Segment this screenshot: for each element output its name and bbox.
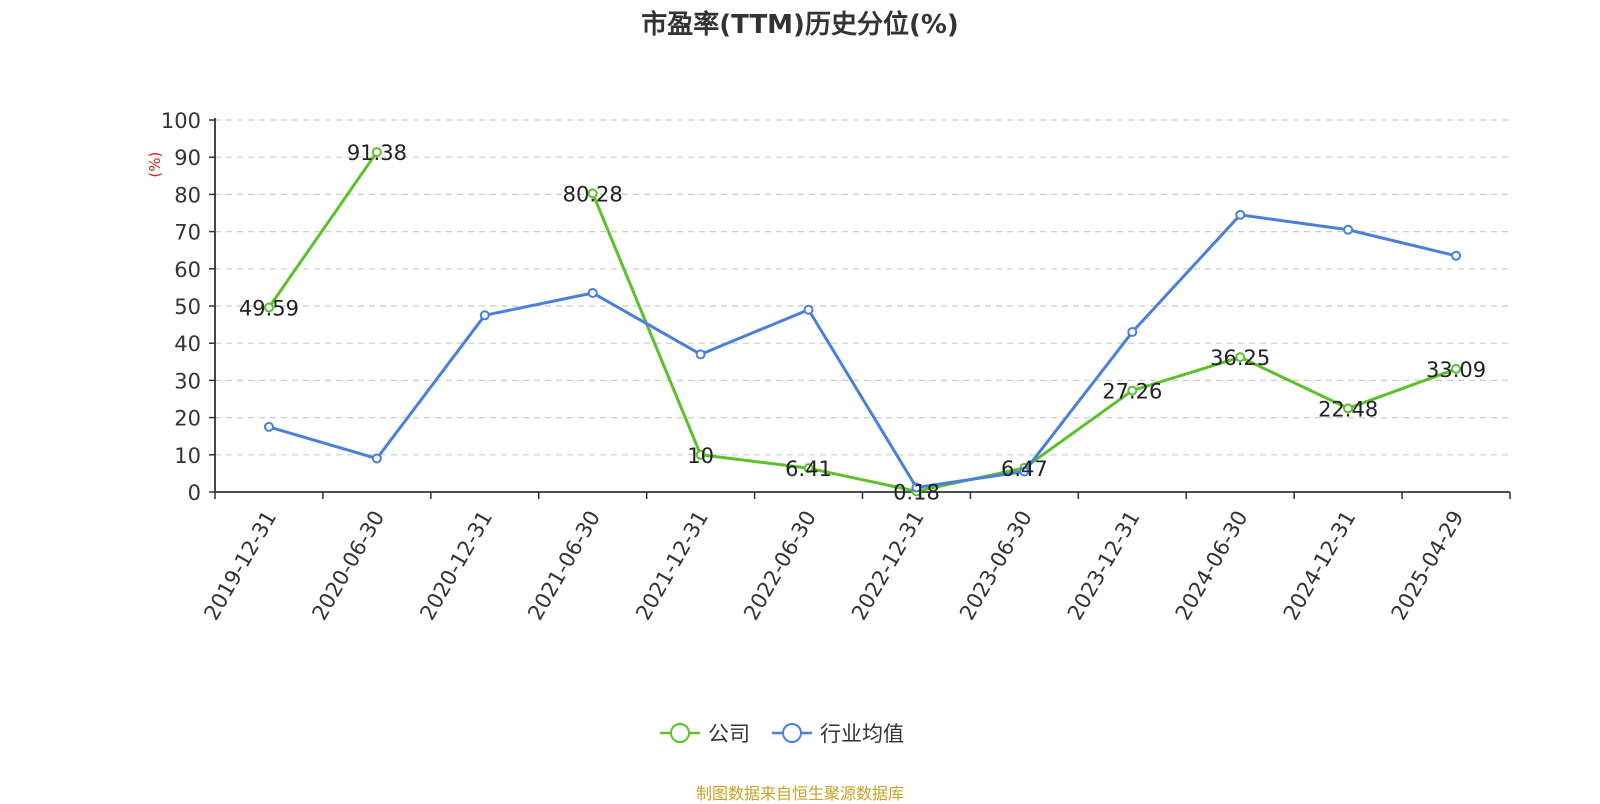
y-tick-label: 30 [174,369,201,393]
data-label: 6.47 [1001,457,1048,481]
data-point-company [263,302,274,313]
x-tick-label: 2023-06-30 [955,507,1037,625]
data-point-company [1235,352,1246,363]
x-tick-label: 2020-06-30 [307,507,389,625]
y-axis-label: (%) [146,152,164,178]
y-tick-label: 70 [174,221,201,245]
y-tick-label: 100 [161,109,201,133]
legend-label-company: 公司 [708,722,750,746]
data-label: 49.59 [239,297,299,321]
data-label: 33.09 [1426,358,1486,382]
x-tick-label: 2020-12-31 [415,507,497,625]
x-tick-label: 2019-12-31 [199,507,281,625]
data-point-industry [1127,327,1138,338]
chart-title: 市盈率(TTM)历史分位(%) [641,10,959,40]
x-tick-label: 2025-04-29 [1387,507,1469,625]
data-point-industry [1019,466,1030,477]
data-point-company [1343,403,1354,414]
data-source-note: 制图数据来自恒生聚源数据库 [695,784,904,803]
data-point-industry [371,453,382,464]
data-label: 91.38 [347,141,407,165]
x-tick-label: 2022-12-31 [847,507,929,625]
data-point-industry [1235,209,1246,220]
legend-label-industry: 行业均值 [820,722,904,746]
y-tick-label: 10 [174,444,201,468]
x-tick-label: 2024-12-31 [1279,507,1361,625]
y-tick-label: 80 [174,183,201,207]
data-label: 0.18 [893,480,940,504]
data-point-company [371,147,382,158]
legend-swatch-company [660,723,700,743]
x-tick-label: 2021-06-30 [523,507,605,625]
data-label: 36.25 [1210,346,1270,370]
series-line-company [591,192,1457,493]
data-point-company [1451,363,1462,374]
data-point-industry [1343,224,1354,235]
data-point-industry [803,304,814,315]
data-point-company [803,463,814,474]
series-line-company [267,151,379,309]
series-line-industry [268,213,1457,490]
data-point-company [1127,385,1138,396]
y-tick-label: 60 [174,258,201,282]
data-label: 27.26 [1102,380,1162,404]
data-label: 10 [687,444,714,468]
legend-item-industry[interactable]: 行业均值 [772,718,904,748]
legend: 公司 行业均值 [660,718,926,748]
legend-swatch-industry [772,723,812,743]
data-point-industry [911,482,922,493]
data-point-industry [479,310,490,321]
x-tick-label: 2024-06-30 [1171,507,1253,625]
x-tick-label: 2023-12-31 [1063,507,1145,625]
y-tick-label: 40 [174,332,201,356]
data-label: 80.28 [563,182,623,206]
y-tick-label: 90 [174,146,201,170]
data-label: 6.41 [785,457,832,481]
y-tick-label: 20 [174,407,201,431]
data-point-company [695,449,706,460]
data-point-industry [263,421,274,432]
x-tick-label: 2021-12-31 [631,507,713,625]
data-label: 22.48 [1318,397,1378,421]
legend-item-company[interactable]: 公司 [660,718,750,748]
x-tick-label: 2022-06-30 [739,507,821,625]
data-point-industry [587,287,598,298]
y-tick-label: 0 [188,481,201,505]
data-point-industry [695,349,706,360]
data-point-industry [1451,250,1462,261]
y-tick-label: 50 [174,295,201,319]
data-point-company [587,188,598,199]
